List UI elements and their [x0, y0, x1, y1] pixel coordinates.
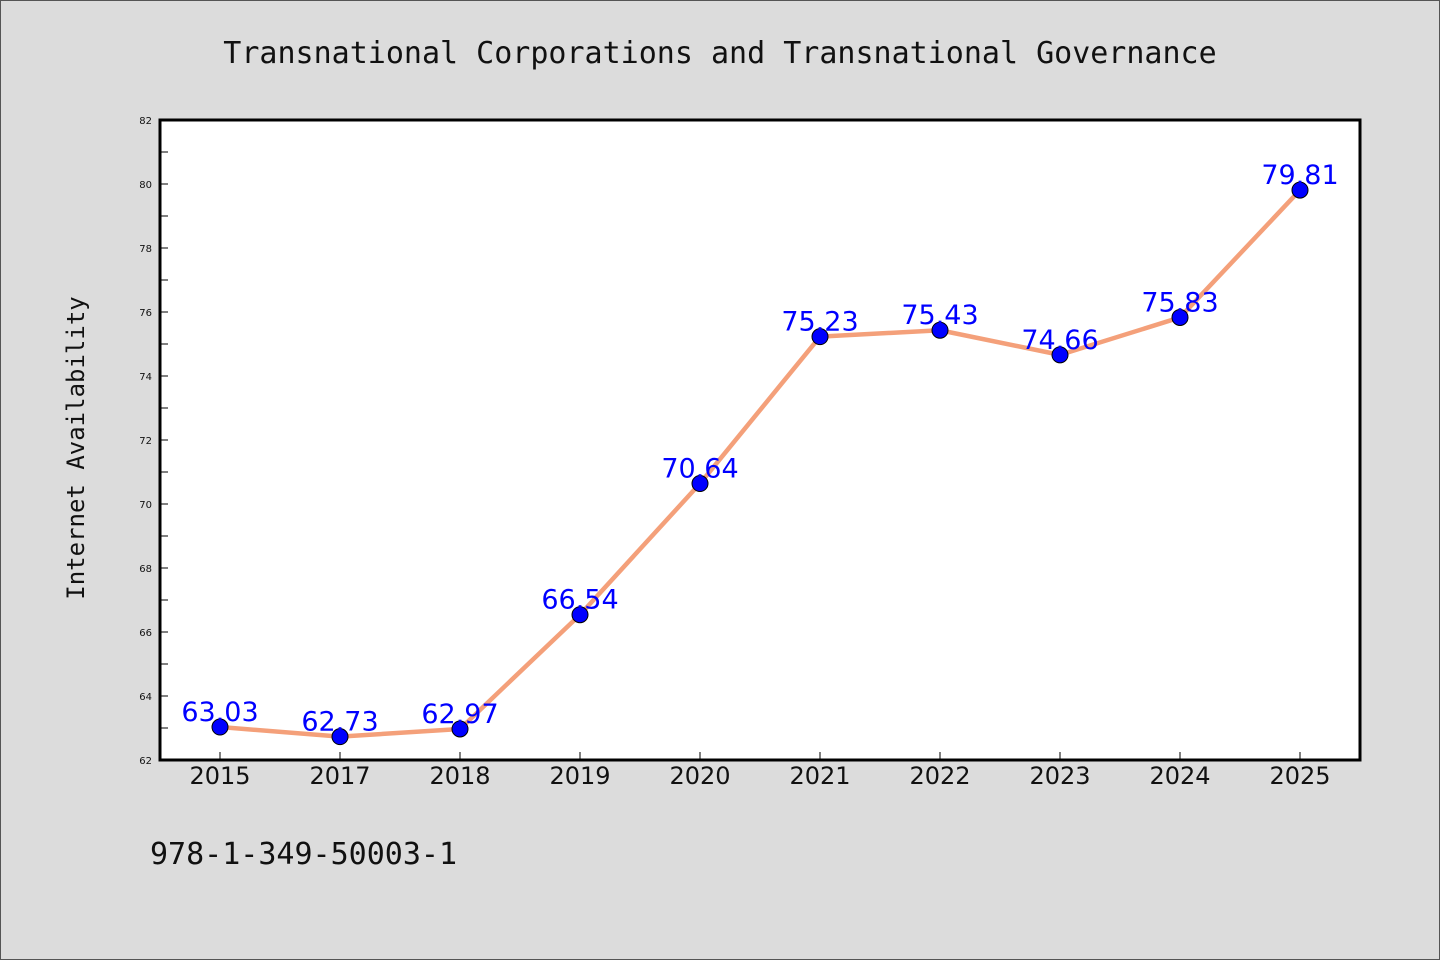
x-axis-ticks: 2015 2017 2018 2019 2020 2021 2022 2023 2024 2025: [189, 752, 1331, 790]
data-point: [931, 321, 949, 339]
y-tick-label: 66: [139, 628, 152, 639]
x-tick-label: 2025: [1269, 762, 1330, 790]
data-point: [211, 718, 229, 736]
x-tick-label: 2021: [789, 762, 850, 790]
data-labels: 63.03 62.73 62.97 66.54 70.64 75.23 75.43 74.66…: [181, 160, 1338, 738]
x-tick-label: 2019: [549, 762, 610, 790]
data-point: [571, 606, 589, 624]
x-tick-label: 2022: [909, 762, 970, 790]
y-tick-label: 62: [139, 756, 152, 767]
y-axis-label: Internet Availability: [62, 296, 90, 599]
data-point: [1051, 346, 1069, 364]
data-label: 75.83: [1141, 287, 1218, 318]
y-tick-label: 64: [139, 692, 152, 703]
data-point: [691, 475, 709, 493]
y-tick-label: 76: [139, 308, 152, 319]
x-tick-label: 2020: [669, 762, 730, 790]
x-tick-label: 2015: [189, 762, 250, 790]
x-tick-label: 2023: [1029, 762, 1090, 790]
data-point: [331, 728, 349, 746]
data-label: 79.81: [1261, 160, 1338, 191]
data-point: [1171, 308, 1189, 326]
plot-area: [158, 118, 1362, 762]
y-tick-label: 68: [139, 564, 152, 575]
data-label: 70.64: [661, 454, 738, 485]
y-tick-label: 72: [139, 436, 152, 447]
x-tick-label: 2017: [309, 762, 370, 790]
data-label: 62.97: [421, 699, 498, 730]
data-point: [811, 328, 829, 346]
series-layer: [211, 181, 1309, 746]
data-point: [1291, 181, 1309, 199]
x-tick-label: 2018: [429, 762, 490, 790]
y-axis-ticks: 62 64 66 68 70 72 74 76 78 80 82: [139, 116, 168, 767]
y-tick-label: 80: [139, 180, 152, 191]
series-line: [217, 187, 1303, 739]
data-label: 66.54: [541, 585, 618, 616]
data-label: 63.03: [181, 697, 258, 728]
data-label: 74.66: [1021, 325, 1098, 356]
y-tick-label: 78: [139, 244, 152, 255]
data-label: 62.73: [301, 707, 378, 738]
x-tick-label: 2024: [1149, 762, 1210, 790]
y-tick-label: 74: [139, 372, 152, 383]
data-label: 75.23: [781, 307, 858, 338]
data-label: 75.43: [901, 300, 978, 331]
y-tick-label: 70: [139, 500, 152, 511]
data-point: [451, 720, 469, 738]
y-tick-label: 82: [139, 116, 152, 127]
chart-title: Transnational Corporations and Transnati…: [223, 36, 1216, 71]
isbn-text: 978-1-349-50003-1: [150, 837, 457, 872]
